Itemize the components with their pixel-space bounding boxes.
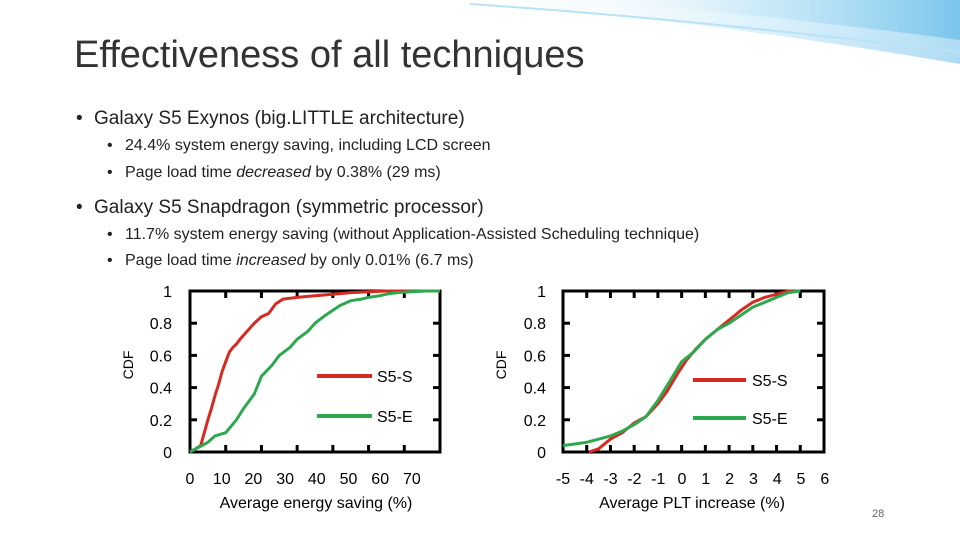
- chart1-y-tick-label: 0.4: [150, 381, 172, 398]
- chart2-x-tick-label: 2: [725, 471, 734, 488]
- chart2-y-tick-label: 1: [537, 284, 546, 301]
- chart1-y-axis-label: CDF: [120, 351, 136, 380]
- chart1-series-s5-s: [189, 289, 440, 454]
- chart1-x-tick-label: 40: [308, 471, 326, 488]
- chart2-plot-frame: [561, 289, 826, 454]
- subbullet-snapdragon-plt: • Page load time increased by only 0.01% …: [107, 252, 474, 269]
- chart1-x-tick-label: 70: [403, 471, 421, 488]
- slide-title: Effectiveness of all techniques: [74, 34, 585, 76]
- page-number: 28: [872, 508, 885, 520]
- chart1-x-tick-label: 0: [186, 471, 195, 488]
- chart1-y-tick-label: 0: [163, 445, 172, 462]
- chart1-y-tick-label: 1: [163, 284, 172, 301]
- chart2-y-tick-label: 0.8: [524, 316, 546, 333]
- chart1-x-tick-label: 50: [340, 471, 358, 488]
- chart1-y-tick-label: 0.2: [150, 413, 172, 430]
- chart2-x-tick-label: 6: [820, 471, 829, 488]
- chart1-plot-frame: [188, 289, 442, 454]
- chart1-series-s5-e: [189, 289, 440, 454]
- chart2-y-tick-label: 0.4: [524, 381, 546, 398]
- subbullet-snapdragon-energy: • 11.7% system energy saving (without App…: [107, 226, 700, 243]
- chart1-x-tick-label: 10: [213, 471, 231, 488]
- chart1-legend-label-s5-e: S5-E: [377, 409, 413, 426]
- bullet-snapdragon-text: Galaxy S5 Snapdragon (symmetric processo…: [94, 197, 484, 218]
- bullet-snapdragon: • Galaxy S5 Snapdragon (symmetric process…: [76, 197, 484, 218]
- subbullet-exynos-plt: • Page load time decreased by 0.38% (29 m…: [107, 164, 441, 181]
- subbullet-exynos-energy: • 24.4% system energy saving, including L…: [107, 137, 491, 154]
- chart1-x-axis-label: Average energy saving (%): [220, 495, 413, 512]
- chart1-legend-label-s5-s: S5-S: [377, 369, 413, 386]
- bullet-exynos: • Galaxy S5 Exynos (big.LITTLE architectu…: [76, 108, 465, 129]
- chart2-x-tick-label: -3: [603, 471, 617, 488]
- chart1-y-tick-label: 0.6: [150, 348, 172, 365]
- chart2-y-tick-label: 0.6: [524, 348, 546, 365]
- chart1-x-tick-label: 60: [371, 471, 389, 488]
- chart1-x-tick-label: 20: [245, 471, 263, 488]
- chart2-y-axis-label: CDF: [493, 351, 509, 380]
- chart2-x-tick-label: 4: [773, 471, 782, 488]
- chart2-legend-label-s5-s: S5-S: [752, 373, 788, 390]
- chart2-x-tick-label: 5: [797, 471, 806, 488]
- bullet-exynos-text: Galaxy S5 Exynos (big.LITTLE architectur…: [94, 108, 465, 129]
- chart2-x-tick-label: 1: [701, 471, 710, 488]
- chart2-y-tick-label: 0: [537, 445, 546, 462]
- chart2-x-tick-label: -5: [556, 471, 570, 488]
- chart2-x-tick-label: -2: [627, 471, 641, 488]
- chart1-y-tick-label: 0.8: [150, 316, 172, 333]
- chart2-x-tick-label: 0: [678, 471, 687, 488]
- chart2-x-tick-label: 3: [749, 471, 758, 488]
- chart2-series-s5-e: [562, 289, 801, 448]
- chart2-x-tick-label: -1: [651, 471, 665, 488]
- chart2-y-tick-label: 0.2: [524, 413, 546, 430]
- chart2-x-axis-label: Average PLT increase (%): [599, 495, 785, 512]
- chart1-x-tick-label: 30: [276, 471, 294, 488]
- chart2-legend-label-s5-e: S5-E: [752, 411, 788, 428]
- chart2-x-tick-label: -4: [580, 471, 594, 488]
